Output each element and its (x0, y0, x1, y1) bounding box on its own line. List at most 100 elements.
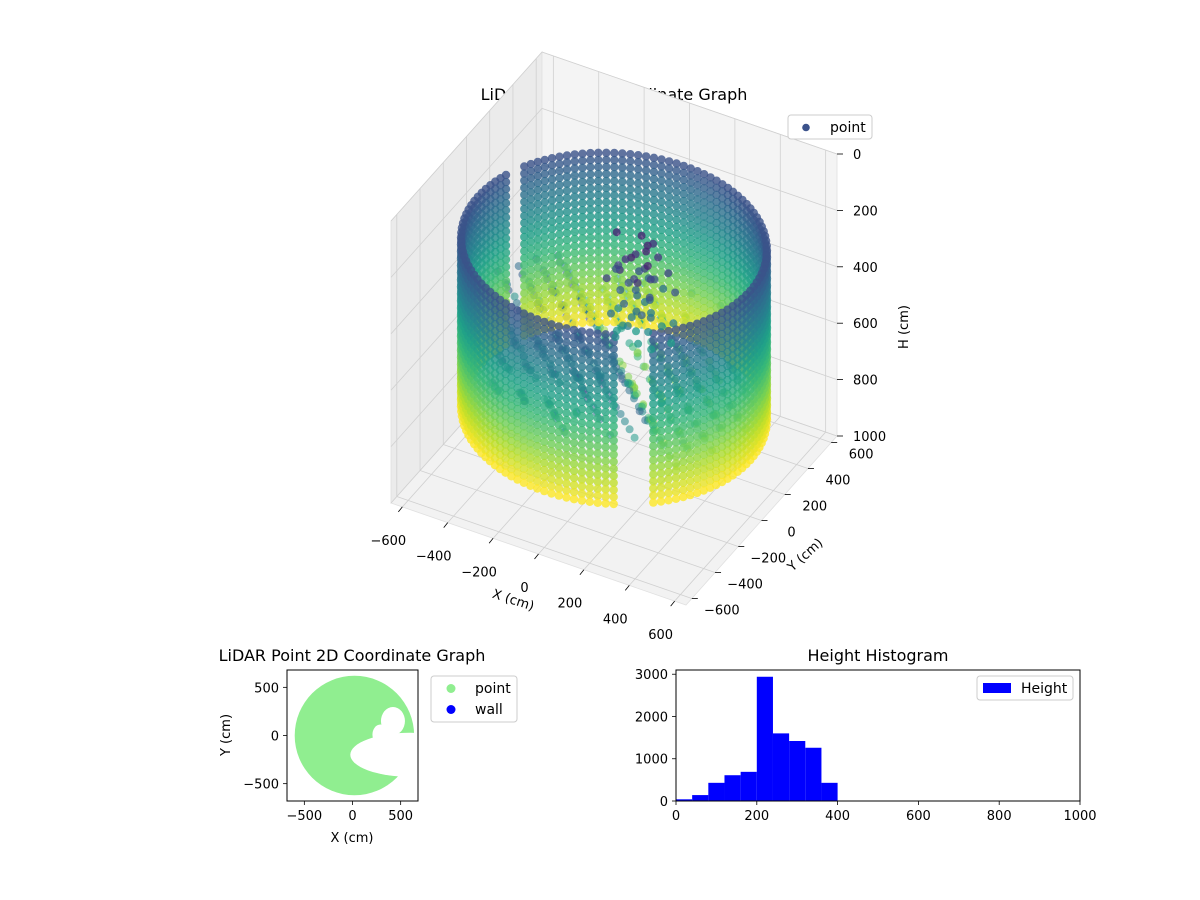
wall-point (533, 378, 542, 387)
wall-point (601, 478, 610, 487)
wall-point (664, 185, 674, 194)
wall-point (526, 432, 535, 441)
wall-point (547, 418, 556, 428)
wall-point (664, 489, 673, 498)
wall-point (594, 155, 603, 165)
wall-point (693, 174, 702, 183)
wall-point (679, 295, 688, 305)
wall-point (641, 222, 651, 232)
wall-point (692, 488, 702, 498)
legend-box (787, 114, 873, 140)
wall-point (540, 212, 549, 221)
wall-point (609, 429, 618, 438)
wall-point (533, 178, 542, 188)
wall-point (547, 266, 557, 276)
wall-point (679, 408, 688, 417)
wall-point (540, 240, 549, 249)
wall-point (693, 209, 702, 218)
floor-point (624, 378, 632, 387)
wall-point (547, 334, 556, 343)
wall-point (513, 433, 522, 442)
wall-point (570, 192, 579, 201)
wall-point (540, 437, 549, 446)
wall-point (540, 162, 549, 172)
x-tick-label: 600 (906, 809, 931, 824)
wall-point (526, 418, 535, 427)
wall-point (679, 161, 688, 171)
floor-point (620, 417, 629, 426)
point-gap (375, 733, 396, 750)
wall-point (657, 275, 666, 284)
x-tick (670, 600, 675, 607)
wall-point (526, 258, 536, 267)
wall-point (533, 185, 542, 195)
wall-point (671, 353, 681, 362)
wall-point (519, 316, 529, 325)
wall-point (586, 297, 595, 306)
legend-point-label: point (830, 120, 866, 136)
wall-point (526, 181, 536, 190)
wall-point (626, 298, 635, 307)
object-point (635, 267, 644, 276)
wall-point (593, 498, 602, 507)
wall-point (626, 213, 635, 222)
wall-point (547, 288, 557, 297)
wall-point (671, 459, 681, 468)
wall-point (671, 466, 681, 475)
wall-point (578, 269, 587, 278)
wall-point (634, 158, 643, 167)
wall-point (520, 204, 529, 213)
wall-point (554, 463, 564, 472)
wall-point (533, 456, 542, 465)
wall-point (547, 231, 557, 240)
wall-point (686, 441, 695, 450)
wall-point (706, 278, 715, 288)
wall-point (585, 420, 594, 429)
wall-point (671, 480, 681, 489)
wall-point (526, 237, 536, 246)
wall-point (649, 153, 659, 162)
wall-point (664, 220, 674, 230)
wall-point (593, 456, 602, 465)
wall-point (610, 212, 619, 221)
wall-point (649, 203, 659, 212)
wall-point (562, 235, 572, 245)
wall-point (699, 205, 709, 214)
wall-point (513, 334, 522, 343)
wall-point (649, 371, 658, 380)
wall-point (602, 240, 611, 249)
wall-point (693, 230, 702, 239)
wall-point (664, 369, 673, 378)
wall-point (657, 296, 666, 305)
wall-point (610, 170, 619, 179)
wall-point (649, 195, 659, 205)
wall-point (664, 284, 674, 293)
wall-point (699, 458, 708, 467)
wall-point (699, 338, 708, 347)
wall-point (705, 399, 715, 408)
x-tick-label: 200 (557, 597, 582, 612)
wall-point (562, 242, 572, 252)
wall-point (593, 442, 602, 451)
wall-point (554, 392, 564, 402)
wall-point (586, 205, 595, 214)
x-tick-label: 0 (348, 809, 356, 824)
wall-point (686, 342, 695, 352)
wall-point (679, 485, 688, 495)
wall-point (519, 365, 529, 375)
y-tick-label: 3000 (635, 668, 668, 683)
object-point (645, 293, 654, 302)
wall-point (513, 369, 522, 379)
wall-point (520, 282, 529, 291)
wall-point (513, 376, 522, 386)
wall-point (526, 404, 535, 413)
wall-point (547, 461, 556, 470)
wall-point (699, 345, 708, 354)
wall-point (578, 198, 587, 208)
wall-point (547, 489, 556, 498)
wall-point (649, 498, 658, 507)
wall-point (693, 265, 702, 275)
wall-point (570, 227, 579, 237)
wall-point (585, 398, 594, 408)
wall-point (533, 371, 542, 380)
